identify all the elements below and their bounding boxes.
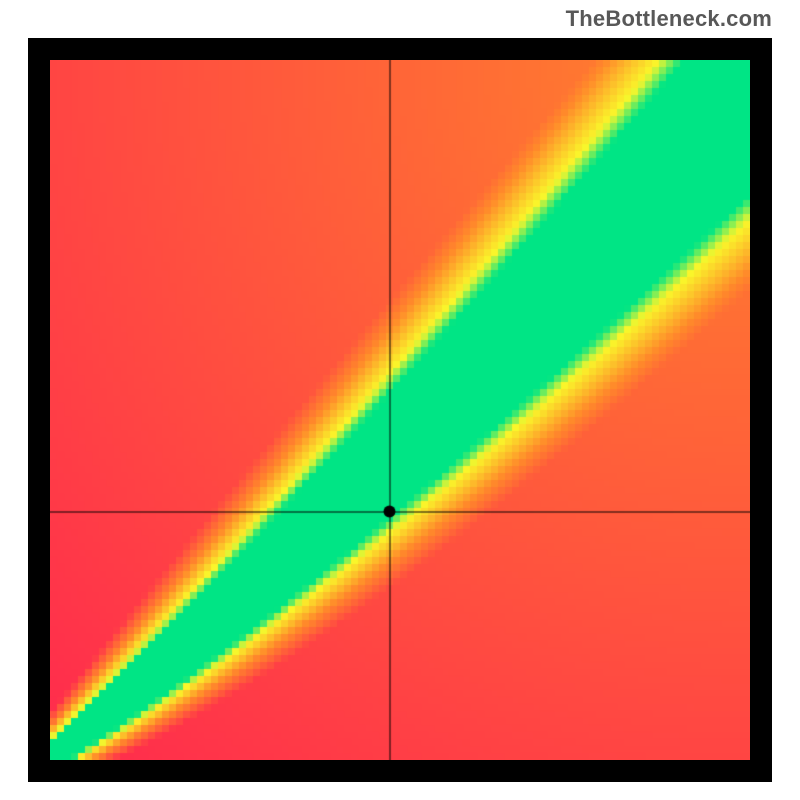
chart-container: TheBottleneck.com [0,0,800,800]
watermark-text: TheBottleneck.com [566,6,772,32]
overlay-canvas [50,60,750,760]
chart-frame [28,38,772,782]
